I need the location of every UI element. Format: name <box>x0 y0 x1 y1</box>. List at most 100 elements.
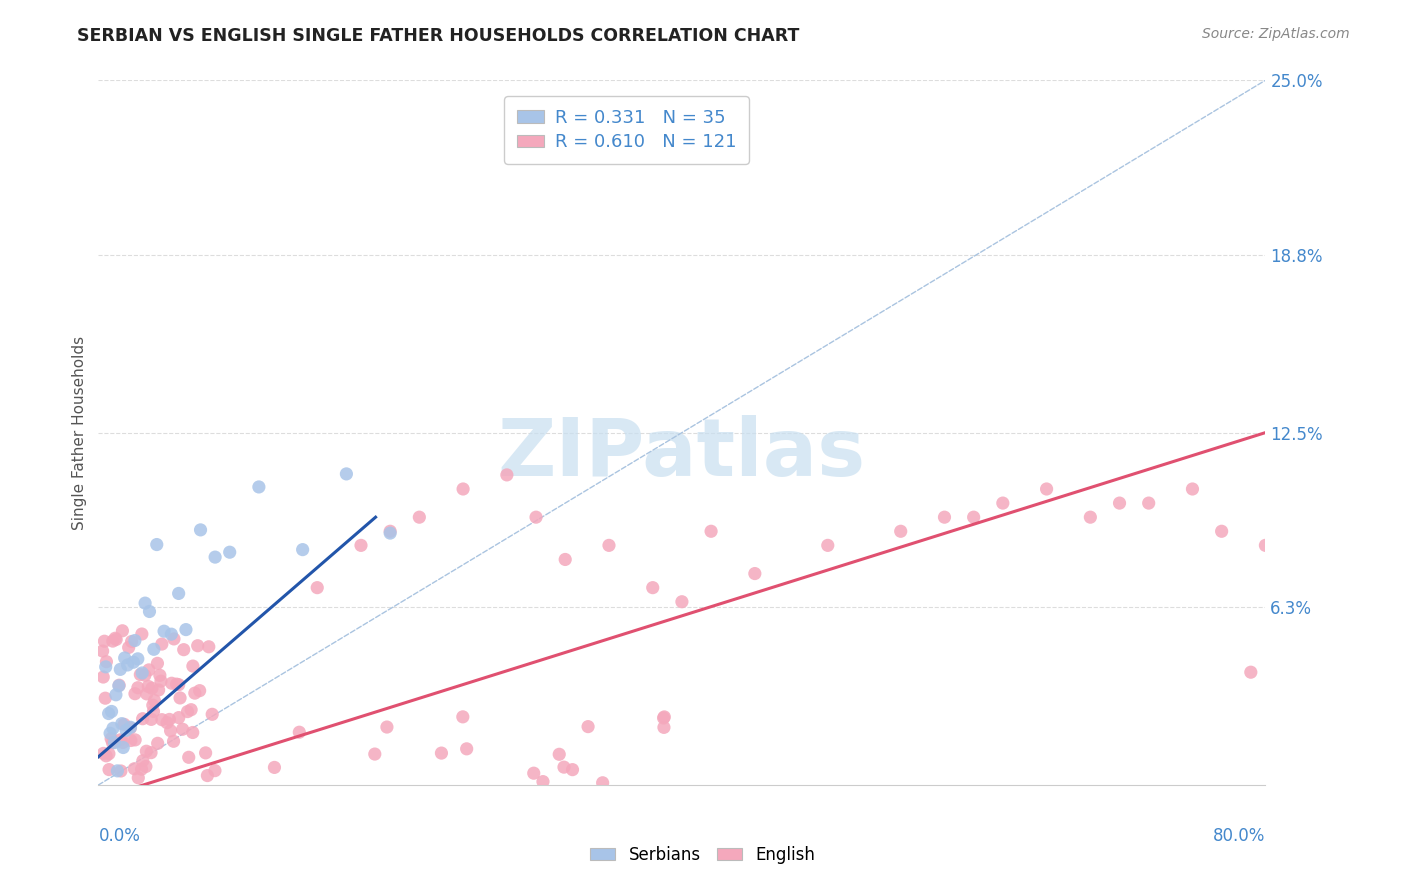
Point <box>197 768 219 782</box>
Point <box>291 542 314 557</box>
Point <box>94 660 117 674</box>
Point <box>307 581 329 595</box>
Point <box>120 720 142 734</box>
Y-axis label: Single Father Households: Single Father Households <box>72 335 87 530</box>
Point <box>141 681 163 696</box>
Point <box>430 746 453 760</box>
Point <box>114 651 136 665</box>
Point <box>375 720 398 734</box>
Text: 0.0%: 0.0% <box>98 827 141 846</box>
Point <box>103 736 125 750</box>
Point <box>110 662 132 676</box>
Point <box>108 678 131 692</box>
Point <box>110 764 132 778</box>
Point <box>96 655 118 669</box>
Point <box>576 720 599 734</box>
Point <box>160 627 183 641</box>
Point <box>204 764 226 778</box>
Point <box>218 545 240 559</box>
Point <box>162 734 184 748</box>
Point <box>132 754 155 768</box>
Point <box>105 632 128 647</box>
Point <box>97 747 120 761</box>
Point <box>124 762 146 776</box>
Point <box>934 510 956 524</box>
Point <box>652 711 675 725</box>
Point <box>817 538 839 552</box>
Point <box>143 693 166 707</box>
Point <box>160 676 183 690</box>
Point <box>98 726 121 740</box>
Text: 80.0%: 80.0% <box>1213 827 1265 846</box>
Point <box>146 657 169 671</box>
Point <box>201 707 224 722</box>
Point <box>131 762 153 776</box>
Point <box>112 740 135 755</box>
Point <box>150 713 173 727</box>
Point <box>181 725 204 739</box>
Point <box>652 710 675 724</box>
Point <box>131 627 153 641</box>
Point <box>1254 538 1277 552</box>
Point <box>142 642 165 657</box>
Point <box>652 720 675 734</box>
Point <box>153 624 176 639</box>
Point <box>127 771 149 785</box>
Point <box>1181 482 1204 496</box>
Point <box>1035 482 1057 496</box>
Point <box>93 634 115 648</box>
Point <box>380 524 402 539</box>
Point <box>136 680 159 694</box>
Point <box>167 678 190 692</box>
Point <box>135 687 157 701</box>
Point <box>110 732 132 747</box>
Point <box>1137 496 1160 510</box>
Point <box>890 524 912 539</box>
Point <box>194 746 217 760</box>
Point <box>173 642 195 657</box>
Point <box>163 632 186 646</box>
Point <box>1211 524 1233 539</box>
Point <box>592 776 614 790</box>
Point <box>122 655 145 669</box>
Point <box>134 596 156 610</box>
Point <box>111 735 134 749</box>
Point <box>135 759 157 773</box>
Point <box>641 581 664 595</box>
Point <box>120 733 142 747</box>
Point <box>288 725 311 739</box>
Point <box>101 721 124 735</box>
Legend: Serbians, English: Serbians, English <box>583 839 823 871</box>
Point <box>554 552 576 566</box>
Point <box>120 721 142 735</box>
Point <box>98 763 121 777</box>
Point <box>124 633 146 648</box>
Point <box>335 467 357 481</box>
Point <box>167 586 190 600</box>
Point <box>598 538 620 552</box>
Point <box>744 566 766 581</box>
Point <box>263 760 285 774</box>
Point <box>97 706 120 721</box>
Point <box>156 715 179 730</box>
Point <box>451 482 474 496</box>
Point <box>700 524 723 539</box>
Point <box>134 668 156 682</box>
Point <box>176 705 198 719</box>
Point <box>1108 496 1130 510</box>
Point <box>174 623 197 637</box>
Point <box>100 705 122 719</box>
Point <box>121 634 143 648</box>
Point <box>94 748 117 763</box>
Point <box>177 750 200 764</box>
Point <box>111 716 134 731</box>
Point <box>146 537 169 551</box>
Point <box>118 640 141 655</box>
Point <box>1240 665 1263 680</box>
Point <box>159 723 181 738</box>
Point <box>496 467 519 482</box>
Point <box>187 639 209 653</box>
Point <box>553 760 575 774</box>
Point <box>115 723 138 738</box>
Point <box>181 659 204 673</box>
